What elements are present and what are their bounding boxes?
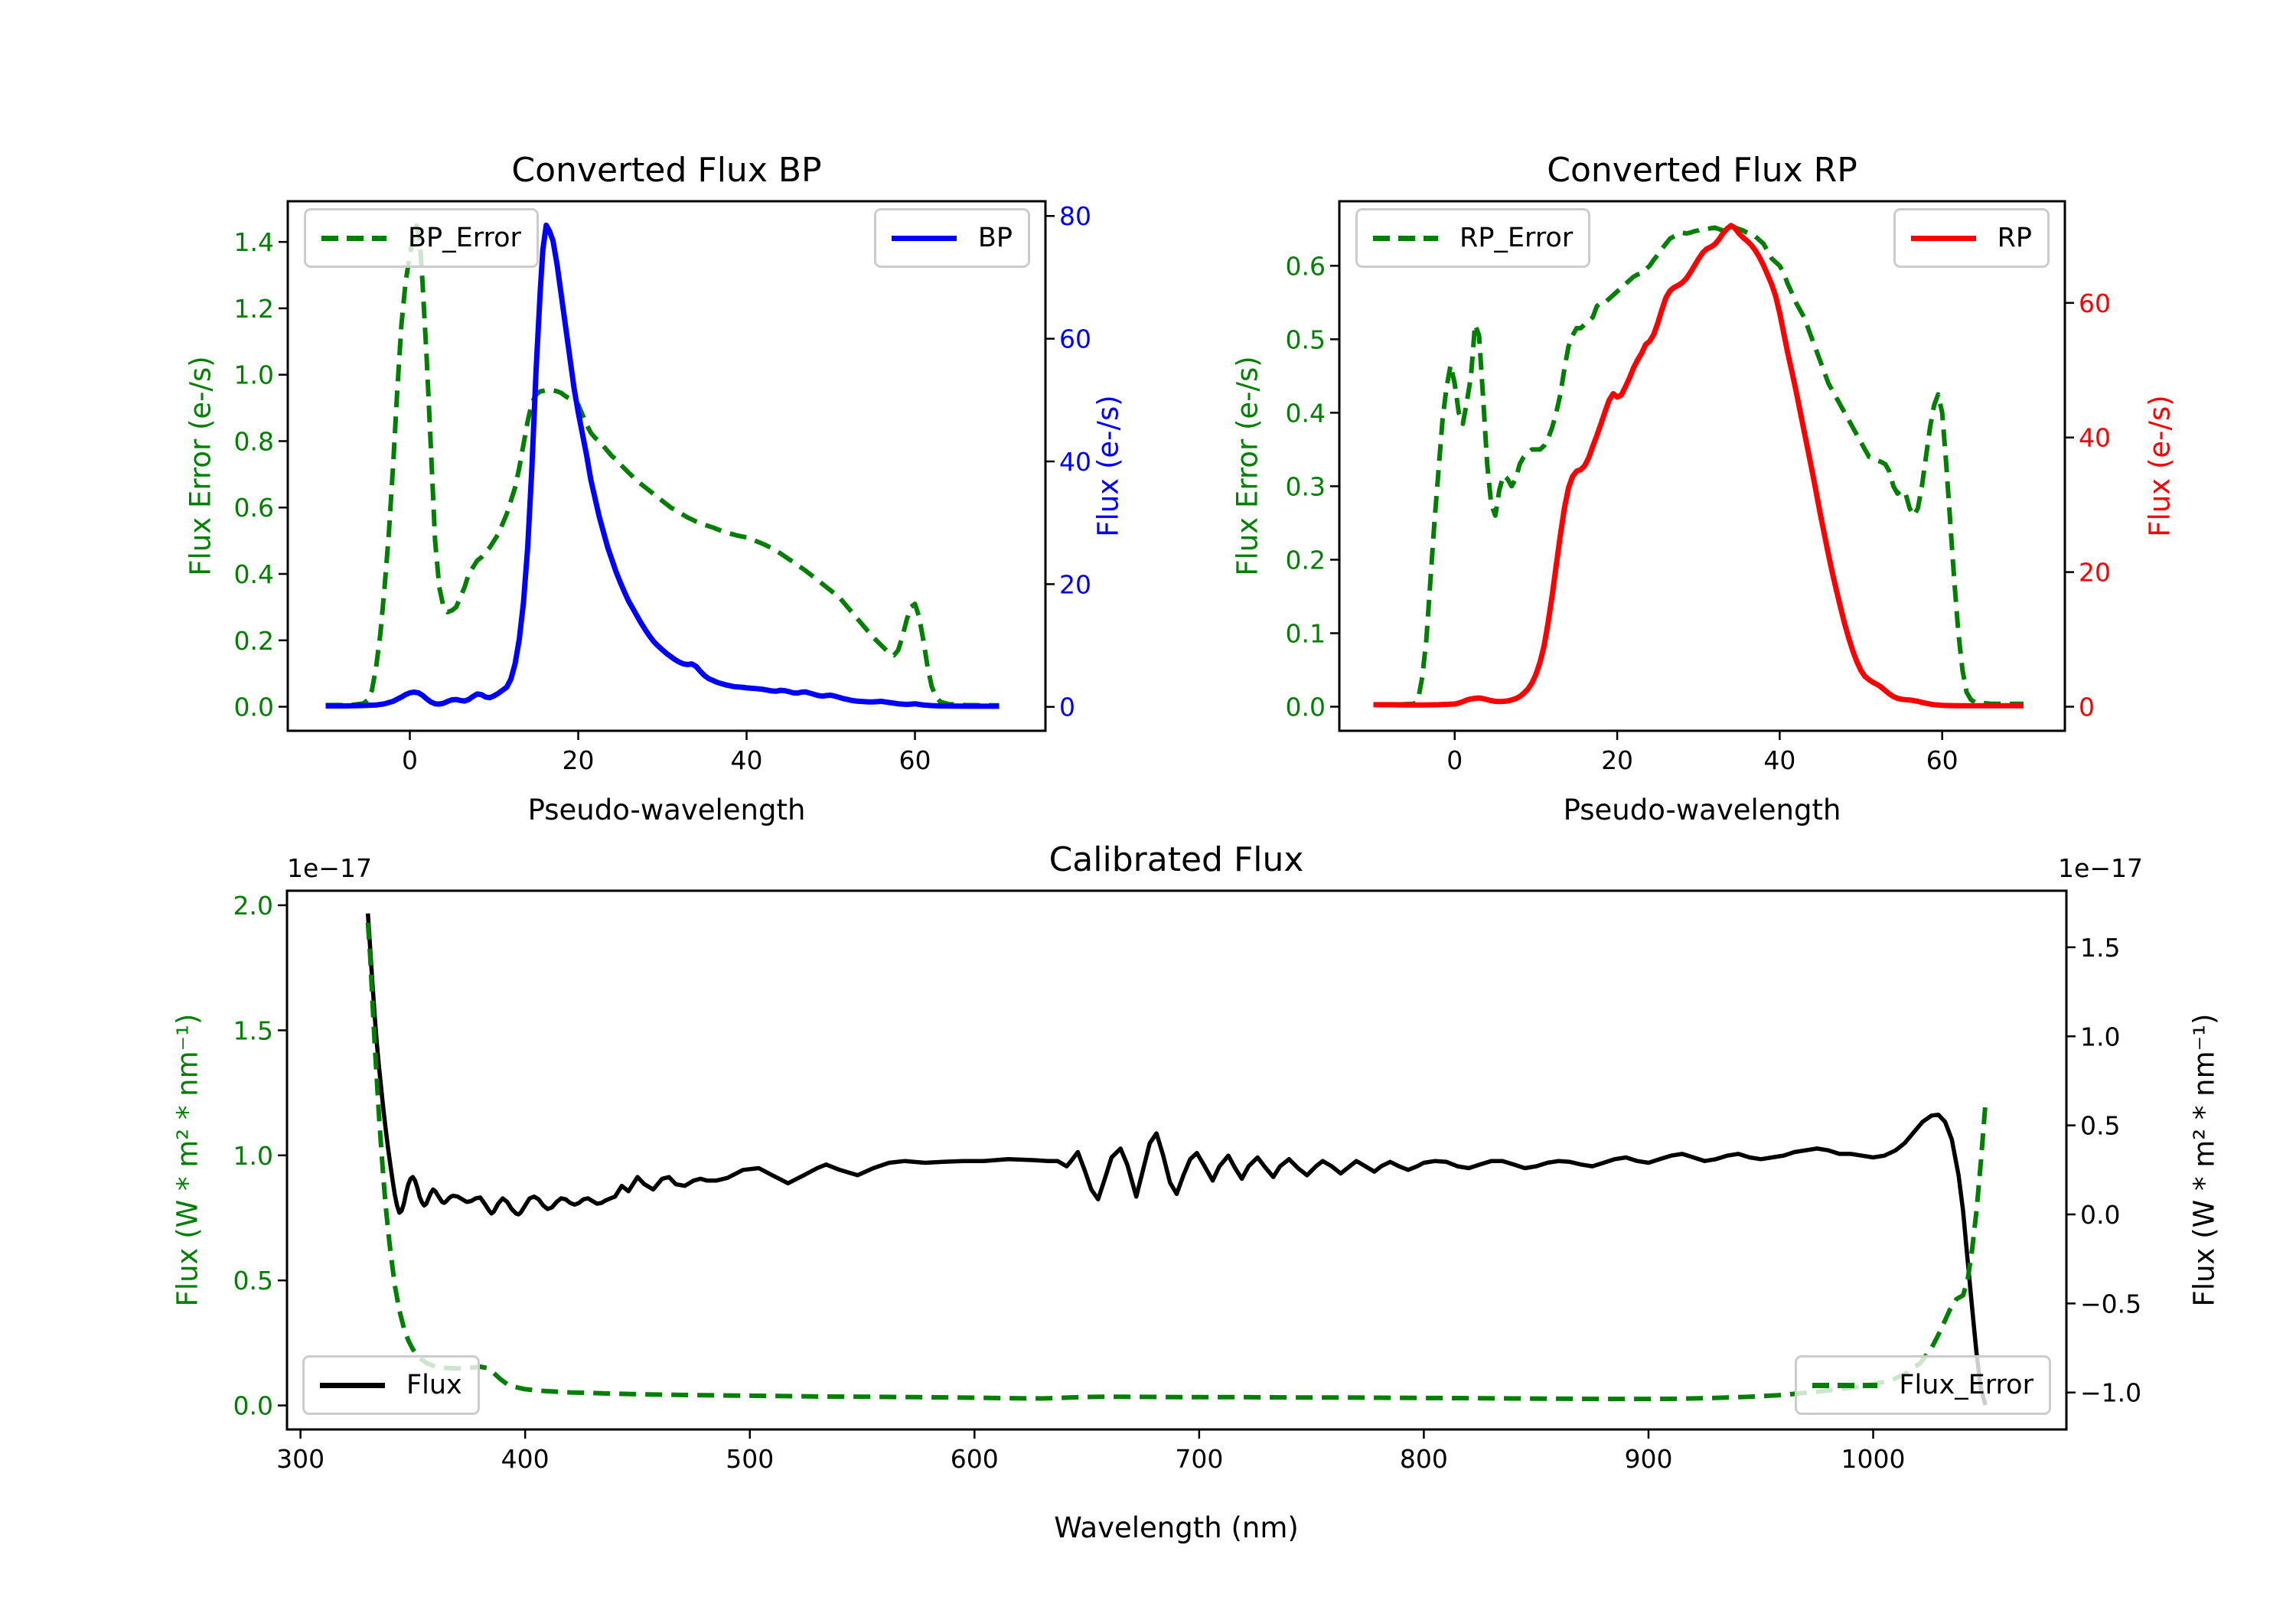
right-tick-label: 60 xyxy=(1059,324,1091,354)
right-tick-label: 1.5 xyxy=(2080,933,2120,963)
x-tick-label: 60 xyxy=(899,745,931,775)
legend-flux-error: Flux_Error xyxy=(1795,1355,2051,1415)
series-Flux_Error-line xyxy=(365,922,1988,1402)
legend-bp: BP xyxy=(873,208,1030,268)
x-tick-label: 1000 xyxy=(1841,1444,1906,1474)
x-tick-label: 500 xyxy=(726,1444,774,1474)
left-tick-label: 0.3 xyxy=(1286,471,1326,501)
x-tick-label: 40 xyxy=(731,745,763,775)
legend-label-rp-error: RP_Error xyxy=(1459,223,1574,253)
offset-text-right-1e-17: 1e−17 xyxy=(2058,853,2143,883)
legend-label-bp-error: BP_Error xyxy=(408,223,521,253)
left-tick-label: 1.0 xyxy=(234,360,274,390)
ylabel-rp-flux: Flux (e-/s) xyxy=(2143,395,2177,537)
left-tick-label: 1.2 xyxy=(234,294,274,324)
left-tick-label: 0.5 xyxy=(233,1266,273,1296)
left-tick-label: 1.5 xyxy=(233,1015,273,1045)
series-BP_Error-line xyxy=(325,223,1000,708)
right-tick-label: 40 xyxy=(2079,423,2111,453)
legend-rp-error: RP_Error xyxy=(1355,208,1591,268)
series-RP_Error-line xyxy=(1373,223,2024,707)
series-Flux-line xyxy=(365,913,1988,1406)
legend-rp: RP xyxy=(1893,208,2050,268)
flux-line-sample xyxy=(320,1382,385,1388)
right-tick-label: 20 xyxy=(2079,558,2111,588)
right-tick-label: 80 xyxy=(1059,201,1091,231)
right-tick-label: 0 xyxy=(2079,693,2095,722)
axes-spines-rp xyxy=(1338,200,2066,732)
x-tick-label: 700 xyxy=(1175,1444,1223,1474)
left-tick-label: 0.6 xyxy=(1286,251,1326,281)
x-tick-label: 60 xyxy=(1926,745,1958,775)
flux-error-line-sample xyxy=(1812,1382,1878,1388)
series-RP-line xyxy=(1373,223,2024,709)
subplot-rp: 0 20 40 60 0.0 0.1 0.2 0.3 0.4 0.5 0.6 0 20 40 60 xyxy=(1286,200,2111,775)
title-calibrated-flux: Calibrated Flux xyxy=(1049,840,1304,879)
title-converted-flux-bp: Converted Flux BP xyxy=(511,151,822,190)
x-tick-label: 900 xyxy=(1624,1444,1672,1474)
right-tick-label: 60 xyxy=(2079,288,2111,318)
left-tick-label: 0.2 xyxy=(234,626,274,656)
legend-flux: Flux xyxy=(302,1355,480,1415)
ylabel-rp-flux-error: Flux Error (e-/s) xyxy=(1231,356,1264,576)
rp-line-sample xyxy=(1910,235,1976,241)
right-tick-label: 0 xyxy=(1059,693,1075,722)
subplot-bp: 0 20 40 60 0.0 0.2 0.4 0.6 0.8 1.0 1.2 1.4 0 20 40 60 80 xyxy=(234,200,1091,775)
x-tick-label: 600 xyxy=(951,1444,999,1474)
rp-error-line-sample xyxy=(1373,235,1438,241)
right-tick-label: 40 xyxy=(1059,447,1091,477)
left-tick-label: 1.0 xyxy=(233,1141,273,1171)
ylabel-calibrated-right-flux: Flux (W * m² * nm⁻¹) xyxy=(2187,1013,2221,1307)
left-tick-label: 0.0 xyxy=(233,1391,273,1421)
left-tick-label: 0.2 xyxy=(1286,545,1326,575)
x-tick-label: 400 xyxy=(501,1444,550,1474)
left-tick-label: 0.5 xyxy=(1286,324,1326,354)
bp-error-line-sample xyxy=(321,235,386,241)
left-tick-label: 0.6 xyxy=(234,493,274,523)
series-BP-line xyxy=(325,222,1000,709)
ylabel-bp-flux-error: Flux Error (e-/s) xyxy=(184,356,217,576)
ylabel-bp-flux: Flux (e-/s) xyxy=(1091,395,1125,537)
left-tick-label: 0.8 xyxy=(234,426,274,456)
left-tick-label: 0.0 xyxy=(234,693,274,722)
xlabel-pseudo-wavelength-bp: Pseudo-wavelength xyxy=(527,794,806,826)
right-tick-label: 0.0 xyxy=(2080,1200,2120,1230)
x-tick-label: 0 xyxy=(1446,745,1463,775)
left-tick-label: 0.4 xyxy=(234,559,274,589)
legend-label-rp: RP xyxy=(1997,223,2032,253)
axes-spines-bp xyxy=(286,200,1047,732)
left-tick-label: 2.0 xyxy=(233,891,273,921)
legend-label-flux: Flux xyxy=(406,1370,462,1400)
ylabel-calibrated-left-flux: Flux (W * m² * nm⁻¹) xyxy=(171,1013,204,1307)
title-converted-flux-rp: Converted Flux RP xyxy=(1547,151,1857,190)
bp-line-sample xyxy=(891,235,957,241)
x-tick-label: 40 xyxy=(1763,745,1795,775)
x-tick-label: 20 xyxy=(563,745,595,775)
x-tick-label: 300 xyxy=(276,1444,325,1474)
legend-label-flux-error: Flux_Error xyxy=(1899,1370,2033,1400)
axes-spines-calibrated xyxy=(285,889,2068,1431)
xlabel-pseudo-wavelength-rp: Pseudo-wavelength xyxy=(1563,794,1841,826)
right-tick-label: −0.5 xyxy=(2080,1289,2141,1319)
x-tick-label: 800 xyxy=(1400,1444,1448,1474)
legend-bp-error: BP_Error xyxy=(304,208,539,268)
xlabel-wavelength-nm: Wavelength (nm) xyxy=(1054,1511,1299,1544)
right-tick-label: 20 xyxy=(1059,569,1091,599)
x-tick-label: 20 xyxy=(1601,745,1633,775)
left-tick-label: 0.1 xyxy=(1286,618,1326,648)
right-tick-label: −1.0 xyxy=(2080,1378,2141,1408)
legend-label-bp: BP xyxy=(977,223,1013,253)
x-tick-label: 0 xyxy=(402,745,418,775)
right-tick-label: 1.0 xyxy=(2080,1022,2120,1051)
offset-text-left-1e-17: 1e−17 xyxy=(287,853,372,883)
left-tick-label: 0.0 xyxy=(1286,693,1326,722)
left-tick-label: 0.4 xyxy=(1286,398,1326,428)
right-tick-label: 0.5 xyxy=(2080,1111,2120,1141)
left-tick-label: 1.4 xyxy=(234,227,274,257)
